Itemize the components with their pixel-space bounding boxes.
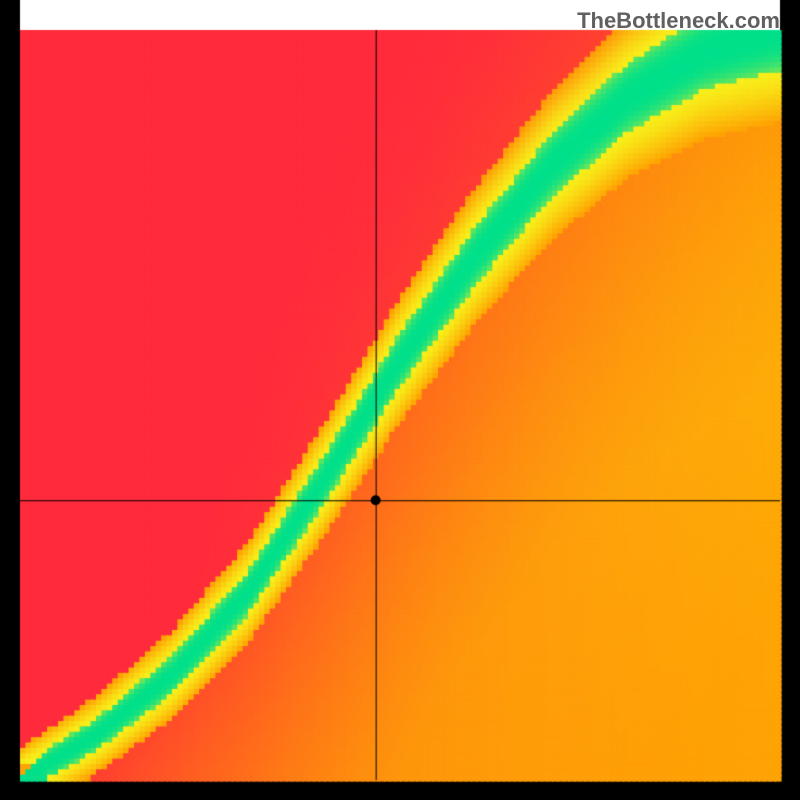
chart-container: TheBottleneck.com — [0, 0, 800, 800]
watermark-text: TheBottleneck.com — [577, 8, 780, 34]
heatmap-canvas — [0, 0, 800, 800]
